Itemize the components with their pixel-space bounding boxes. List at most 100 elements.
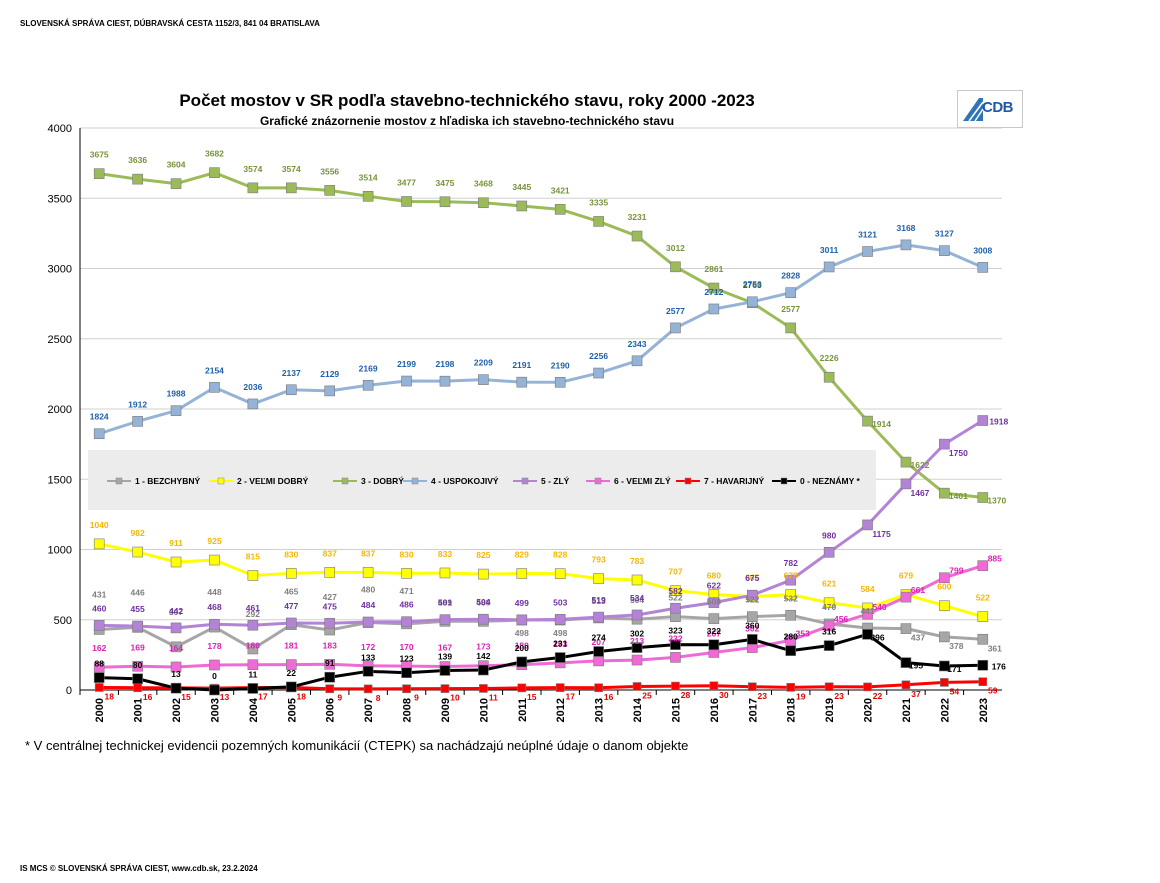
data-label: 195 [909, 661, 923, 671]
data-point [670, 261, 681, 273]
data-label: 3477 [397, 177, 416, 187]
data-point [439, 375, 451, 387]
data-point [977, 492, 989, 503]
data-label: 2763 [743, 280, 762, 290]
data-point [324, 567, 336, 578]
data-label: 911 [169, 538, 183, 548]
data-label: 200 [515, 643, 529, 653]
data-point [516, 376, 528, 388]
series-line [99, 419, 984, 630]
data-label: 16 [604, 692, 614, 702]
data-label: 534 [630, 593, 644, 603]
data-point [901, 680, 911, 690]
data-label: 2036 [243, 382, 262, 392]
data-point [823, 597, 835, 609]
data-label: 172 [361, 642, 375, 652]
data-label: 3335 [589, 197, 608, 207]
x-tick-label: 2013 [594, 698, 606, 722]
data-label: 19 [796, 691, 806, 701]
data-label: 982 [131, 528, 145, 538]
y-tick-label: 500 [54, 615, 72, 627]
data-point [132, 620, 143, 632]
x-tick-label: 2020 [863, 698, 875, 722]
data-point [440, 684, 450, 693]
data-label: 584 [860, 584, 874, 594]
data-point [940, 678, 949, 687]
data-point [132, 173, 143, 185]
data-point [401, 667, 412, 679]
series-line [99, 632, 983, 692]
x-tick-label: 2009 [440, 698, 452, 722]
series-line [99, 564, 984, 669]
data-label: 460 [92, 603, 106, 613]
data-point [93, 661, 105, 673]
data-label: 2756 [743, 279, 762, 289]
x-tick-label: 2018 [786, 698, 798, 722]
data-labels: 431 446 307 448 292 465 427 480 471 489 489 498 498 5… [90, 149, 1009, 703]
data-point [554, 568, 566, 579]
data-label: 378 [949, 641, 963, 651]
data-label: 829 [515, 550, 529, 560]
data-label: 2154 [205, 365, 224, 375]
data-point [285, 384, 297, 396]
data-point [516, 614, 528, 626]
y-tick-label: 2000 [48, 404, 72, 416]
data-point [478, 568, 489, 580]
data-label: 508 [707, 597, 721, 607]
data-point [478, 374, 489, 385]
data-point [402, 684, 411, 694]
data-point [133, 683, 142, 693]
data-point [209, 167, 220, 178]
data-label: 37 [911, 689, 921, 699]
data-label: 2191 [512, 360, 531, 370]
data-point [823, 371, 835, 383]
data-label: 468 [207, 602, 221, 612]
data-point [247, 659, 259, 671]
x-tick-label: 2023 [978, 698, 990, 722]
data-label: 167 [438, 643, 452, 653]
data-label: 799 [949, 566, 963, 576]
data-point [132, 673, 143, 685]
legend-marker [780, 477, 788, 485]
data-point [170, 405, 182, 416]
data-label: 675 [745, 573, 759, 583]
logo-text: CDB [982, 99, 1014, 116]
series-group [93, 167, 989, 696]
data-label: 2209 [474, 358, 493, 368]
data-point [209, 684, 220, 696]
data-label: 3127 [935, 229, 954, 239]
x-tick-label: 2002 [171, 698, 183, 722]
data-label: 3514 [359, 172, 378, 182]
data-label: 782 [784, 558, 798, 568]
data-label: 13 [220, 692, 230, 702]
data-label: 322 [707, 626, 721, 636]
series-line [98, 243, 984, 436]
x-tick-label: 2007 [363, 698, 375, 722]
data-point [900, 591, 912, 603]
data-label: 980 [822, 530, 836, 540]
data-label: 2137 [282, 368, 301, 378]
data-point [285, 182, 297, 194]
data-label: 232 [668, 633, 682, 643]
data-point [631, 355, 643, 367]
data-point [324, 185, 336, 196]
data-label: 3682 [205, 149, 224, 159]
data-point [977, 415, 989, 426]
chart: Počet mostov v SR podľa stavebno-technic… [48, 91, 1009, 722]
data-point [631, 654, 643, 666]
data-point [516, 568, 528, 579]
data-label: 3574 [243, 164, 262, 174]
legend-label: 1 - BEZCHYBNÝ [135, 475, 201, 486]
data-point [439, 196, 451, 208]
data-point [823, 261, 835, 273]
y-tick-label: 1000 [48, 545, 72, 557]
legend-marker [594, 477, 602, 485]
data-label: 353 [796, 628, 810, 638]
data-label: 484 [361, 600, 375, 610]
data-point [939, 438, 950, 450]
data-label: 162 [92, 643, 106, 653]
data-label: 193 [553, 639, 567, 649]
data-point [478, 613, 489, 625]
data-label: 885 [988, 554, 1002, 564]
data-label: 171 [947, 664, 961, 674]
